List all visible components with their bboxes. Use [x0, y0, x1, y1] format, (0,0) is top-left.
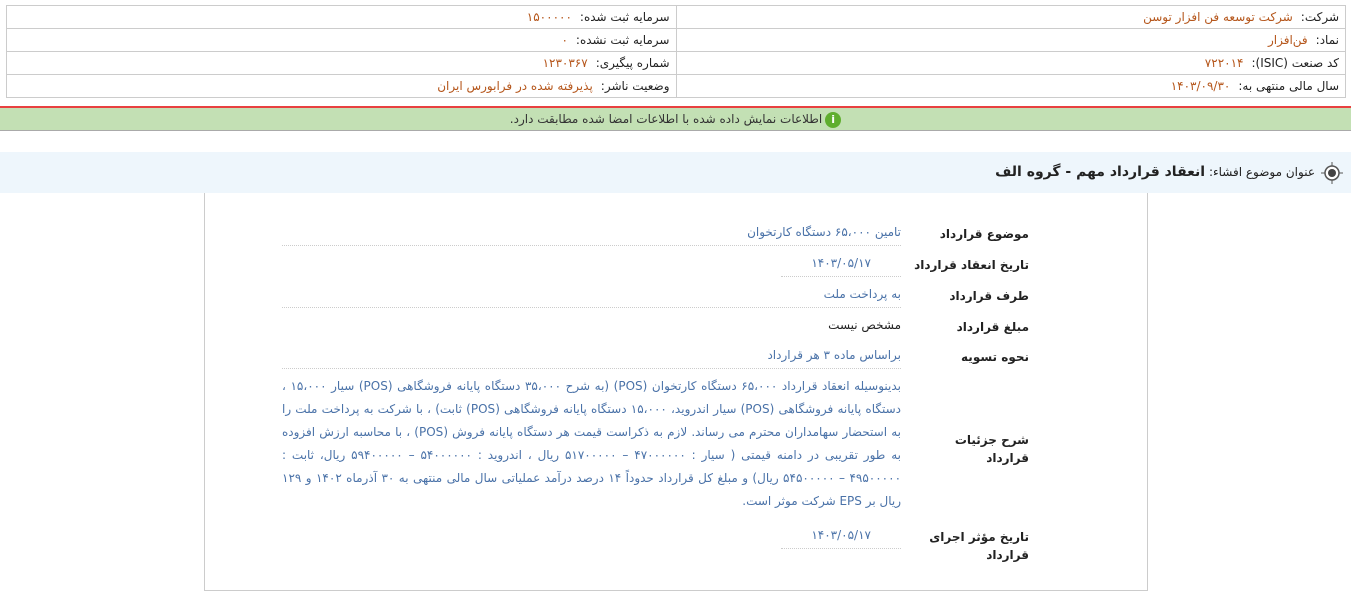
field-row: مبلغ قرارداد مشخص نیست: [828, 318, 1029, 334]
subject-header: عنوان موضوع افشاء: انعقاد قرارداد مهم - …: [0, 152, 1351, 193]
field-row: نحوه تسویه براساس ماده ۳ هر قرارداد: [205, 344, 1029, 369]
fiscal-cell: سال مالی منتهی به:۱۴۰۳/۰۹/۳۰: [675, 74, 1346, 98]
publisher-status: پذیرفته شده در فرابورس ایران: [437, 79, 593, 93]
fiscal-year-end: ۱۴۰۳/۰۹/۳۰: [1170, 79, 1231, 93]
subject-title: انعقاد قرارداد مهم - گروه الف: [995, 164, 1206, 180]
info-icon: i: [825, 111, 842, 128]
isic-code: ۷۲۲۰۱۴: [1204, 56, 1244, 70]
divider: [0, 106, 1351, 108]
company-cell: شرکت:شرکت توسعه فن افزار توسن: [675, 5, 1346, 29]
tracking-number: ۱۲۳۰۳۶۷: [542, 56, 588, 70]
field-row: شرح جزئیات قرارداد بدینوسیله انعقاد قرارد…: [205, 375, 1029, 518]
symbol: فن‌افزار: [1267, 33, 1308, 47]
field-row: تاریخ انعقاد قرارداد ۱۴۰۳/۰۵/۱۷: [205, 252, 1029, 277]
company-info-table: شرکت:شرکت توسعه فن افزار توسن سرمایه ثبت…: [6, 5, 1346, 98]
tracking-cell: شماره پیگیری:۱۲۳۰۳۶۷: [6, 51, 677, 75]
registered-capital: ۱۵۰۰۰۰۰: [526, 10, 572, 24]
contract-description: بدینوسیله انعقاد قرارداد ۶۵،۰۰۰ دستگاه ک…: [282, 379, 902, 508]
capital-cell: سرمایه ثبت شده:۱۵۰۰۰۰۰: [6, 5, 677, 29]
field-row: طرف قرارداد به پرداخت ملت: [205, 283, 1029, 308]
field-row: تاریخ مؤثر اجرای قرارداد ۱۴۰۳/۰۵/۱۷: [205, 524, 1029, 564]
company-name: شرکت توسعه فن افزار توسن: [1143, 10, 1293, 24]
verification-notice: iاطلاعات نمایش داده شده با اطلاعات امضا …: [0, 108, 1351, 131]
status-cell: وضعیت ناشر:پذیرفته شده در فرابورس ایران: [6, 74, 677, 98]
contract-details: موضوع قرارداد تامین ۶۵،۰۰۰ دستگاه کارتخوا…: [204, 193, 1148, 591]
field-row: موضوع قرارداد تامین ۶۵،۰۰۰ دستگاه کارتخوا…: [205, 221, 1029, 246]
target-icon: [1321, 162, 1343, 184]
isic-cell: کد صنعت (ISIC):۷۲۲۰۱۴: [675, 51, 1346, 75]
unregistered-capital: ۰: [561, 33, 568, 47]
unreg-capital-cell: سرمایه ثبت نشده:۰: [6, 28, 677, 52]
symbol-cell: نماد:فن‌افزار: [675, 28, 1346, 52]
